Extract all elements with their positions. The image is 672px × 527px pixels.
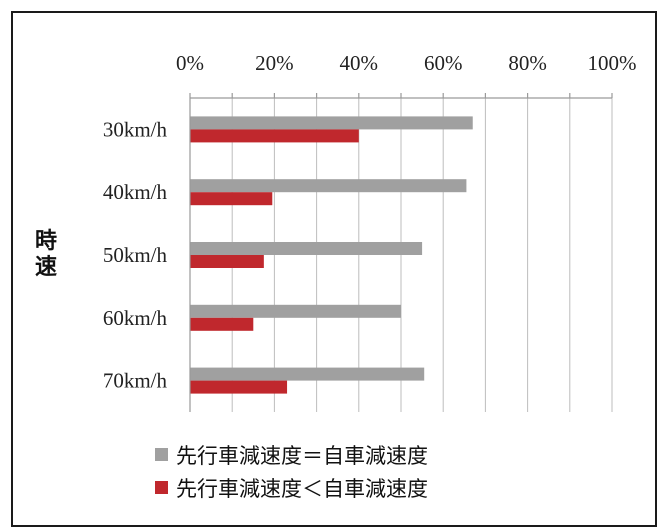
x-axis-tick-labels: 0% 20% 40% 60% 80% 100% <box>176 51 637 75</box>
x-tick-label: 0% <box>176 51 204 75</box>
x-tick-label: 100% <box>588 51 637 75</box>
bar-60km-h-series-1 <box>190 304 401 318</box>
gridlines <box>231 98 613 412</box>
legend: 先行車減速度＝自車減速度 先行車減速度＜自車減速度 <box>155 438 428 504</box>
category-label: 40km/h <box>103 180 168 204</box>
legend-label: 先行車減速度＜自車減速度 <box>176 476 428 501</box>
y-axis-category-labels: 30km/h 40km/h 50km/h 60km/h 70km/h <box>103 117 168 392</box>
bar-70km-h-series-1 <box>190 367 425 381</box>
bar-40km-h-series-1 <box>190 179 467 193</box>
x-tick-label: 20% <box>255 51 294 75</box>
legend-label: 先行車減速度＝自車減速度 <box>176 443 428 468</box>
x-tick-label: 60% <box>424 51 463 75</box>
axis-lines <box>189 93 613 412</box>
legend-swatch-red <box>155 481 168 494</box>
bar-30km-h-series-2 <box>190 129 359 143</box>
category-label: 50km/h <box>103 243 168 267</box>
legend-item-less: 先行車減速度＜自車減速度 <box>155 471 428 504</box>
bar-70km-h-series-2 <box>190 380 288 394</box>
bars <box>190 116 473 394</box>
bar-60km-h-series-2 <box>190 317 254 331</box>
legend-swatch-gray <box>155 448 168 461</box>
x-tick-label: 80% <box>508 51 547 75</box>
bar-chart: 0% 20% 40% 60% 80% 100% 30km/h 40km/h 50km/h 60k… <box>35 51 637 412</box>
bar-40km-h-series-2 <box>190 192 273 206</box>
y-axis-label: 時速 <box>35 229 57 280</box>
bar-50km-h-series-1 <box>190 242 423 255</box>
category-label: 60km/h <box>103 306 168 330</box>
chart-frame <box>11 11 657 527</box>
category-label: 30km/h <box>103 117 168 141</box>
x-tick-label: 40% <box>340 51 379 75</box>
category-label: 70km/h <box>103 369 168 393</box>
legend-item-equal: 先行車減速度＝自車減速度 <box>155 438 428 471</box>
bar-30km-h-series-1 <box>190 116 473 130</box>
bar-50km-h-series-2 <box>190 255 264 268</box>
